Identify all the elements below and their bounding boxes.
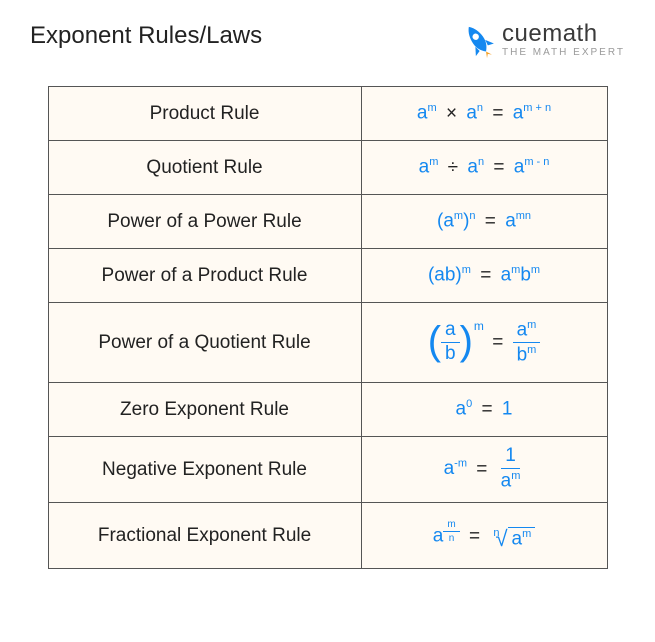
rocket-icon — [460, 22, 496, 58]
rule-formula: a-m = 1 am — [361, 437, 607, 503]
table-row: Power of a Power Rule (am)n = amn — [48, 195, 607, 249]
rule-name: Power of a Power Rule — [48, 195, 361, 249]
rule-formula: am ÷ an = am - n — [361, 141, 607, 195]
table-row: Zero Exponent Rule a0 = 1 — [48, 383, 607, 437]
rule-formula: amn = n √ am — [361, 503, 607, 569]
brand-logo: cuemath THE MATH EXPERT — [460, 22, 625, 58]
rule-formula: a0 = 1 — [361, 383, 607, 437]
rule-name: Negative Exponent Rule — [48, 437, 361, 503]
brand-tagline: THE MATH EXPERT — [502, 48, 625, 58]
table-row: Product Rule am × an = am + n — [48, 87, 607, 141]
rule-formula: ( a b ) m = am bm — [361, 303, 607, 383]
rule-formula: (ab)m = ambm — [361, 249, 607, 303]
rule-name: Power of a Product Rule — [48, 249, 361, 303]
rule-formula: am × an = am + n — [361, 87, 607, 141]
table-row: Power of a Quotient Rule ( a b ) m = am … — [48, 303, 607, 383]
brand-name: cuemath — [502, 22, 625, 46]
table-row: Fractional Exponent Rule amn = n √ am — [48, 503, 607, 569]
rule-name: Fractional Exponent Rule — [48, 503, 361, 569]
table-row: Negative Exponent Rule a-m = 1 am — [48, 437, 607, 503]
table-row: Quotient Rule am ÷ an = am - n — [48, 141, 607, 195]
rule-formula: (am)n = amn — [361, 195, 607, 249]
table-row: Power of a Product Rule (ab)m = ambm — [48, 249, 607, 303]
rules-table: Product Rule am × an = am + n Quotient R… — [48, 86, 608, 569]
rule-name: Power of a Quotient Rule — [48, 303, 361, 383]
page-title: Exponent Rules/Laws — [30, 22, 262, 50]
rule-name: Quotient Rule — [48, 141, 361, 195]
rule-name: Product Rule — [48, 87, 361, 141]
rule-name: Zero Exponent Rule — [48, 383, 361, 437]
